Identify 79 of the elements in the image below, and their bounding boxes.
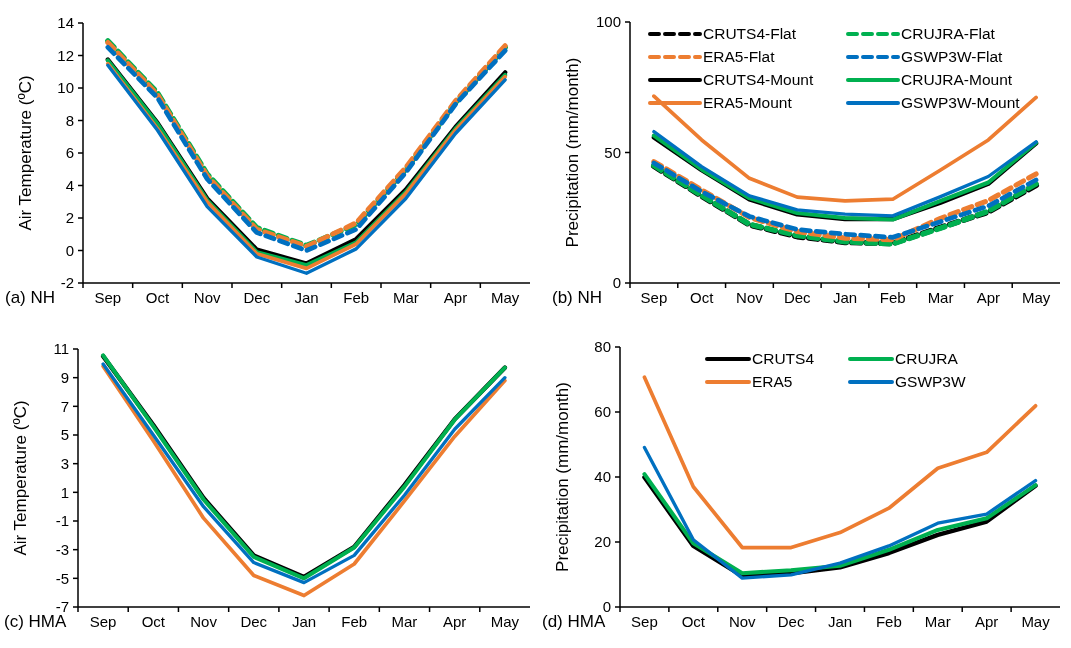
legend-label: CRUJRA-Flat bbox=[901, 25, 996, 43]
y-tick-label: 4 bbox=[65, 176, 74, 194]
y-tick-label: 5 bbox=[60, 426, 69, 444]
legend-label: CRUJRA-Mount bbox=[901, 71, 1013, 89]
legend-label: GSWP3W-Flat bbox=[901, 48, 1004, 66]
y-tick-label: 8 bbox=[65, 111, 74, 129]
x-tick-label: Sep bbox=[94, 289, 122, 306]
x-tick-label: Nov bbox=[190, 613, 218, 630]
x-tick-label: May bbox=[1021, 289, 1051, 306]
y-tick-label: 0 bbox=[612, 274, 621, 292]
x-tick-label: Mar bbox=[391, 613, 418, 630]
y-tick-label: -2 bbox=[60, 274, 74, 292]
x-tick-label: Jan bbox=[291, 613, 317, 630]
x-tick-label: Dec bbox=[243, 289, 271, 306]
x-tick-label: Feb bbox=[343, 289, 370, 306]
x-tick-label: Nov bbox=[193, 289, 221, 306]
x-tick-label: Jan bbox=[832, 289, 858, 306]
x-tick-label: Feb bbox=[879, 289, 906, 306]
y-tick-label: -3 bbox=[55, 540, 69, 558]
y-tick-label: 80 bbox=[594, 338, 611, 356]
y-axis-title: Precipitation (mm/month) bbox=[553, 382, 572, 572]
x-tick-label: Apr bbox=[443, 289, 468, 306]
y-tick-label: 60 bbox=[594, 403, 611, 421]
x-tick-label: Jan bbox=[827, 613, 853, 630]
x-tick-label: Mar bbox=[927, 289, 954, 306]
x-tick-label: Dec bbox=[783, 289, 812, 306]
x-tick-label: Nov bbox=[736, 289, 764, 306]
x-tick-label: Apr bbox=[974, 613, 999, 630]
y-tick-label: 100 bbox=[595, 13, 621, 31]
x-tick-label: May bbox=[490, 289, 520, 306]
y-tick-label: 2 bbox=[65, 209, 74, 227]
y-tick-label: 14 bbox=[57, 14, 74, 32]
x-tick-label: Oct bbox=[681, 613, 706, 630]
x-tick-label: Oct bbox=[145, 289, 170, 306]
y-tick-label: 50 bbox=[604, 143, 621, 161]
x-tick-label: Oct bbox=[689, 289, 715, 306]
x-tick-label: Feb bbox=[875, 613, 902, 630]
x-tick-label: Apr bbox=[442, 613, 467, 630]
y-axis-title: Air Temperature (ºC) bbox=[11, 400, 30, 556]
x-tick-label: Sep bbox=[89, 613, 117, 630]
y-tick-label: 0 bbox=[65, 241, 74, 259]
x-tick-label: Dec bbox=[777, 613, 805, 630]
x-tick-label: Jan bbox=[294, 289, 319, 306]
y-tick-label: 20 bbox=[594, 533, 611, 551]
y-tick-label: -1 bbox=[55, 512, 69, 530]
legend-label: GSWP3W bbox=[895, 373, 966, 391]
y-tick-label: 9 bbox=[60, 368, 69, 386]
x-tick-label: Sep bbox=[631, 613, 658, 630]
y-tick-label: 7 bbox=[60, 397, 69, 415]
y-tick-label: 6 bbox=[65, 144, 74, 162]
y-tick-label: 10 bbox=[57, 79, 74, 97]
text: (a) NH bbox=[5, 288, 56, 307]
y-tick-label: -5 bbox=[55, 569, 69, 587]
text: (b) NH bbox=[552, 288, 603, 307]
x-tick-label: Dec bbox=[240, 613, 268, 630]
x-tick-label: Apr bbox=[976, 289, 1001, 306]
legend-label: ERA5 bbox=[752, 373, 793, 391]
x-tick-label: Mar bbox=[924, 613, 951, 630]
legend-label: GSWP3W-Mount bbox=[901, 94, 1021, 112]
x-tick-label: Sep bbox=[640, 289, 668, 306]
x-tick-label: Mar bbox=[392, 289, 419, 306]
legend-label: ERA5-Mount bbox=[703, 94, 793, 112]
y-tick-label: 1 bbox=[60, 483, 69, 501]
y-tick-label: 3 bbox=[60, 454, 69, 472]
legend-label: ERA5-Flat bbox=[703, 48, 776, 66]
y-tick-label: 11 bbox=[53, 340, 69, 358]
legend-label: CRUTS4 bbox=[752, 350, 815, 368]
y-tick-label: 12 bbox=[57, 46, 74, 64]
x-tick-label: Nov bbox=[728, 613, 757, 630]
legend-label: CRUTS4-Flat bbox=[703, 25, 797, 43]
x-tick-label: May bbox=[490, 613, 520, 630]
y-tick-label: 40 bbox=[594, 468, 611, 486]
legend-label: CRUTS4-Mount bbox=[703, 71, 814, 89]
y-axis-title: Precipitation (mm/month) bbox=[563, 57, 582, 248]
legend-label: CRUJRA bbox=[895, 350, 959, 368]
x-tick-label: May bbox=[1021, 613, 1051, 630]
x-tick-label: Oct bbox=[141, 613, 166, 630]
y-axis-title: Air Temperature (ºC) bbox=[16, 75, 35, 231]
x-tick-label: Feb bbox=[341, 613, 368, 630]
